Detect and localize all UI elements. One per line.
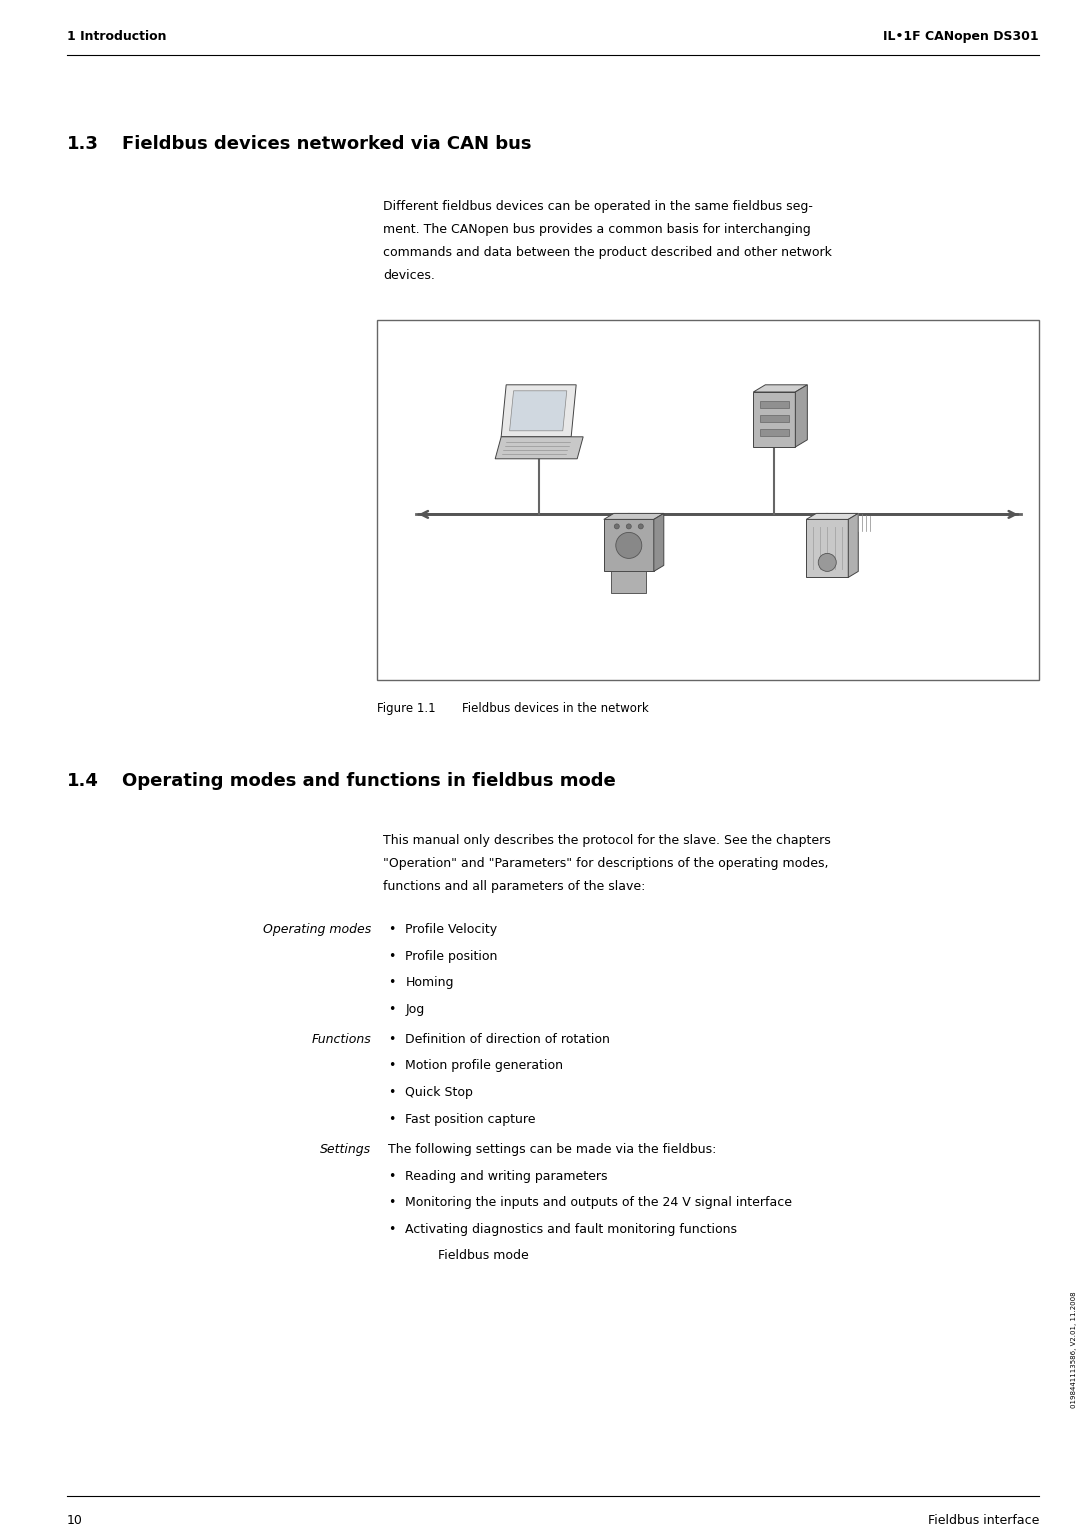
Text: •: • [389,976,395,989]
Text: Quick Stop: Quick Stop [405,1086,473,1099]
Bar [604,520,653,571]
Text: Operating modes and functions in fieldbus mode: Operating modes and functions in fieldbu… [122,772,616,790]
Text: •: • [389,1002,395,1016]
Bar [759,400,789,408]
Text: 1.4: 1.4 [67,772,99,790]
Text: Profile Velocity: Profile Velocity [405,923,498,937]
Text: This manual only describes the protocol for the slave. See the chapters: This manual only describes the protocol … [383,834,832,847]
Text: Profile position: Profile position [405,949,498,963]
Polygon shape [495,437,583,458]
Text: "Operation" and "Parameters" for descriptions of the operating modes,: "Operation" and "Parameters" for descrip… [383,857,829,869]
Text: •: • [389,1222,395,1236]
Text: Different fieldbus devices can be operated in the same fieldbus seg-: Different fieldbus devices can be operat… [383,200,813,212]
Circle shape [638,524,644,529]
Text: devices.: devices. [383,269,435,283]
Text: 0198441113586, V2.01, 11.2008: 0198441113586, V2.01, 11.2008 [1071,1291,1077,1407]
Text: •: • [389,1112,395,1126]
Circle shape [819,553,836,571]
Circle shape [615,524,619,529]
Text: •: • [389,1169,395,1183]
Text: Figure 1.1: Figure 1.1 [377,701,436,715]
Text: •: • [389,1033,395,1047]
Text: Motion profile generation: Motion profile generation [405,1059,564,1073]
Bar [377,319,1039,680]
Circle shape [626,524,632,529]
Text: Fieldbus interface: Fieldbus interface [928,1514,1039,1526]
Polygon shape [848,513,859,578]
Bar [754,393,795,448]
Polygon shape [653,513,664,571]
Text: Activating diagnostics and fault monitoring functions: Activating diagnostics and fault monitor… [405,1222,738,1236]
Text: Fieldbus mode: Fieldbus mode [438,1248,529,1262]
Text: commands and data between the product described and other network: commands and data between the product de… [383,246,833,260]
Bar [611,571,646,593]
Text: Monitoring the inputs and outputs of the 24 V signal interface: Monitoring the inputs and outputs of the… [405,1196,793,1209]
Circle shape [616,532,642,558]
Text: Fast position capture: Fast position capture [405,1112,536,1126]
Text: Fieldbus devices in the network: Fieldbus devices in the network [462,701,649,715]
Text: •: • [389,949,395,963]
Text: Fieldbus devices networked via CAN bus: Fieldbus devices networked via CAN bus [122,134,531,153]
Polygon shape [807,513,859,520]
Polygon shape [795,385,808,448]
Text: 1.3: 1.3 [67,134,99,153]
Bar [759,416,789,422]
Text: •: • [389,1196,395,1209]
Text: Jog: Jog [405,1002,424,1016]
Text: 10: 10 [67,1514,83,1526]
Text: functions and all parameters of the slave:: functions and all parameters of the slav… [383,880,646,892]
Text: •: • [389,1059,395,1073]
Text: IL•1F CANopen DS301: IL•1F CANopen DS301 [883,31,1039,43]
Polygon shape [501,385,576,437]
Bar [759,429,789,435]
Polygon shape [754,385,808,393]
Polygon shape [510,391,567,431]
Text: Functions: Functions [312,1033,372,1047]
Text: •: • [389,923,395,937]
Text: ment. The CANopen bus provides a common basis for interchanging: ment. The CANopen bus provides a common … [383,223,811,235]
Text: Homing: Homing [405,976,454,989]
Text: •: • [389,1086,395,1099]
Text: Settings: Settings [321,1143,372,1157]
Bar [807,520,848,578]
Text: 1 Introduction: 1 Introduction [67,31,166,43]
Polygon shape [604,513,664,520]
Text: Operating modes: Operating modes [264,923,372,937]
Text: Definition of direction of rotation: Definition of direction of rotation [405,1033,610,1047]
Text: The following settings can be made via the fieldbus:: The following settings can be made via t… [389,1143,717,1157]
Text: Reading and writing parameters: Reading and writing parameters [405,1169,608,1183]
